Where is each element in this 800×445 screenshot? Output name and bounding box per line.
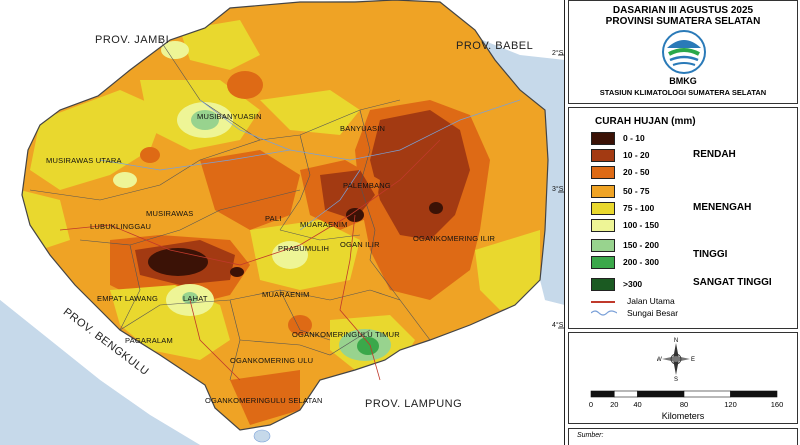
regency-borders — [29, 39, 431, 381]
road-label: Jalan Utama — [627, 296, 675, 306]
scale-segment — [590, 390, 615, 398]
source-box: Sumber: — [568, 428, 798, 445]
river-line-icon — [591, 310, 617, 316]
scale-tick-label: 0 — [589, 400, 593, 409]
scale-tick-label: 20 — [610, 400, 618, 409]
legend-swatch-7 — [591, 256, 615, 269]
source-label: Sumber: — [577, 432, 604, 439]
compass-n: N — [674, 338, 678, 344]
legend-label-3: 50 - 75 — [623, 186, 650, 196]
bengkulu-region — [0, 150, 240, 445]
legend-label-2: 20 - 50 — [623, 167, 650, 177]
label-oku: OGANKOMERING ULU — [230, 356, 314, 365]
station-name: STASIUN KLIMATOLOGI SUMATERA SELATAN — [599, 88, 767, 97]
coord-3s: 3°S — [552, 186, 564, 193]
coord-4s: 4°S — [552, 322, 564, 329]
legend-title: CURAH HUJAN (mm) — [595, 116, 696, 127]
scale-unit: Kilometers — [661, 411, 705, 421]
label-musirawas-utara: MUSIRAWAS UTARA — [46, 156, 122, 165]
legend-label-6: 150 - 200 — [623, 240, 659, 250]
legend-swatch-5 — [591, 219, 615, 232]
legend-panel: DASARIAN III AGUSTUS 2025 PROVINSI SUMAT… — [566, 0, 800, 445]
legend-swatch-6 — [591, 239, 615, 252]
map-title-line1: DASARIAN III AGUSTUS 2025 — [612, 5, 754, 16]
rainfall-map: PROV. JAMBI PROV. BABEL PROV. BENGKULU P… — [0, 0, 565, 445]
indian-ocean — [0, 300, 200, 445]
legend-swatch-0 — [591, 132, 615, 145]
category-rendah: RENDAH — [693, 149, 736, 160]
coord-2s: 2°S — [552, 50, 564, 57]
label-oku-timur: OGANKOMERINGULU TIMUR — [292, 330, 400, 339]
bangka-strait — [545, 100, 564, 305]
province-boundary — [21, 0, 549, 431]
label-prabumulih: PRABUMULIH — [278, 244, 330, 253]
legend-label-8: >300 — [623, 279, 643, 289]
jambi-region — [0, 0, 564, 150]
map-canvas — [0, 0, 564, 445]
label-ogan-ilir: OGAN ILIR — [340, 240, 380, 249]
lake-ranau — [253, 429, 271, 443]
label-musirawas: MUSIRAWAS — [146, 209, 194, 218]
label-pagaralam: PAGARALAM — [125, 336, 173, 345]
label-lubuklinggau: LUBUKLINGGAU — [90, 222, 152, 231]
compass-s: S — [674, 377, 678, 381]
legend-label-7: 200 - 300 — [623, 257, 659, 267]
logo-text: BMKG — [669, 76, 697, 86]
legend-swatch-1 — [591, 149, 615, 162]
label-ogankomering-ilir: OGANKOMERING ILIR — [413, 234, 496, 243]
label-muaraenim-city: MUARAENIM — [300, 220, 348, 229]
scale-box: N S E W 0 20 40 80 120 160 Kilometers — [568, 332, 798, 424]
category-tinggi: TINGGI — [693, 249, 728, 260]
major-rivers — [99, 99, 521, 231]
babel-region — [440, 0, 564, 40]
label-pali: PALI — [265, 214, 282, 223]
compass-w: W — [657, 357, 662, 363]
category-menengah: MENENGAH — [693, 202, 752, 213]
label-prov-lampung: PROV. LAMPUNG — [365, 398, 463, 410]
lampung-region — [215, 280, 564, 445]
label-oku-selatan: OGANKOMERINGULU SELATAN — [205, 396, 323, 405]
legend-swatch-4 — [591, 202, 615, 215]
main-roads — [59, 139, 441, 381]
scale-tick-label: 40 — [633, 400, 641, 409]
title-box: DASARIAN III AGUSTUS 2025 PROVINSI SUMAT… — [568, 0, 798, 104]
legend-label-5: 100 - 150 — [623, 220, 659, 230]
label-banyuasin: BANYUASIN — [340, 124, 386, 133]
scale-segment — [613, 390, 638, 398]
scale-tick-label: 160 — [771, 400, 784, 409]
bmkg-logo-icon — [662, 30, 706, 74]
scale-segment — [637, 390, 685, 398]
compass-rose-icon: N S E W — [657, 338, 695, 381]
legend-swatch-2 — [591, 166, 615, 179]
legend-label-1: 10 - 20 — [623, 150, 650, 160]
legend-label-4: 75 - 100 — [623, 203, 655, 213]
legend-label-0: 0 - 10 — [623, 133, 645, 143]
map-title-line2: PROVINSI SUMATERA SELATAN — [605, 16, 761, 27]
label-empat-lawang: EMPAT LAWANG — [97, 294, 159, 303]
label-prov-jambi: PROV. JAMBI — [95, 34, 170, 46]
scale-tick-label: 120 — [724, 400, 737, 409]
scale-segment — [730, 390, 778, 398]
scale-tick-label: 80 — [680, 400, 688, 409]
road-line-icon — [591, 301, 615, 303]
category-sangat-tinggi: SANGAT TINGGI — [693, 277, 772, 288]
compass-e: E — [691, 357, 695, 363]
legend-swatch-3 — [591, 185, 615, 198]
river-label: Sungai Besar — [627, 308, 679, 318]
scale-bar: 0 20 40 80 120 160 — [589, 390, 784, 409]
label-muaraenim: MUARAENIM — [262, 290, 310, 299]
legend-box: CURAH HUJAN (mm) 0 - 10 10 - 20 20 - 50 … — [568, 107, 798, 329]
label-prov-babel: PROV. BABEL — [456, 40, 534, 52]
label-palembang: PALEMBANG — [343, 181, 391, 190]
label-lahat: LAHAT — [183, 294, 208, 303]
scale-segment — [683, 390, 731, 398]
legend-swatch-8 — [591, 278, 615, 291]
label-musibanyuasin: MUSIBANYUASIN — [197, 112, 262, 121]
